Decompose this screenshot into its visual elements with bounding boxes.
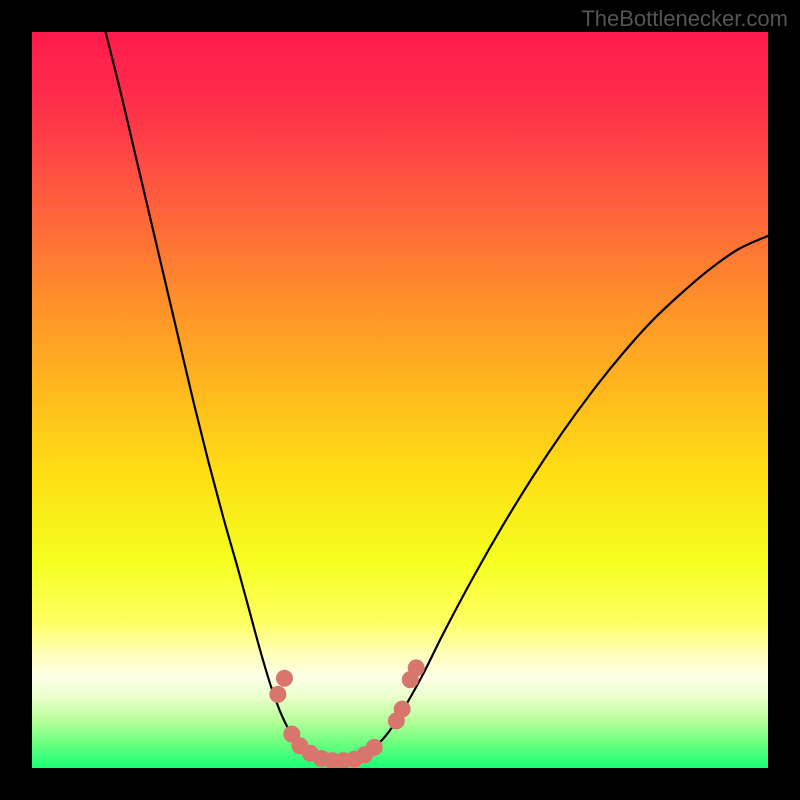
- plot-area: [32, 32, 768, 768]
- watermark-text: TheBottlenecker.com: [581, 6, 788, 32]
- data-marker: [366, 739, 382, 755]
- data-marker: [408, 660, 424, 676]
- chart-stage: TheBottlenecker.com: [0, 0, 800, 800]
- data-marker: [270, 686, 286, 702]
- data-marker: [276, 670, 292, 686]
- data-marker: [394, 701, 410, 717]
- bottleneck-curve: [106, 32, 349, 761]
- curve-overlay: [32, 32, 768, 768]
